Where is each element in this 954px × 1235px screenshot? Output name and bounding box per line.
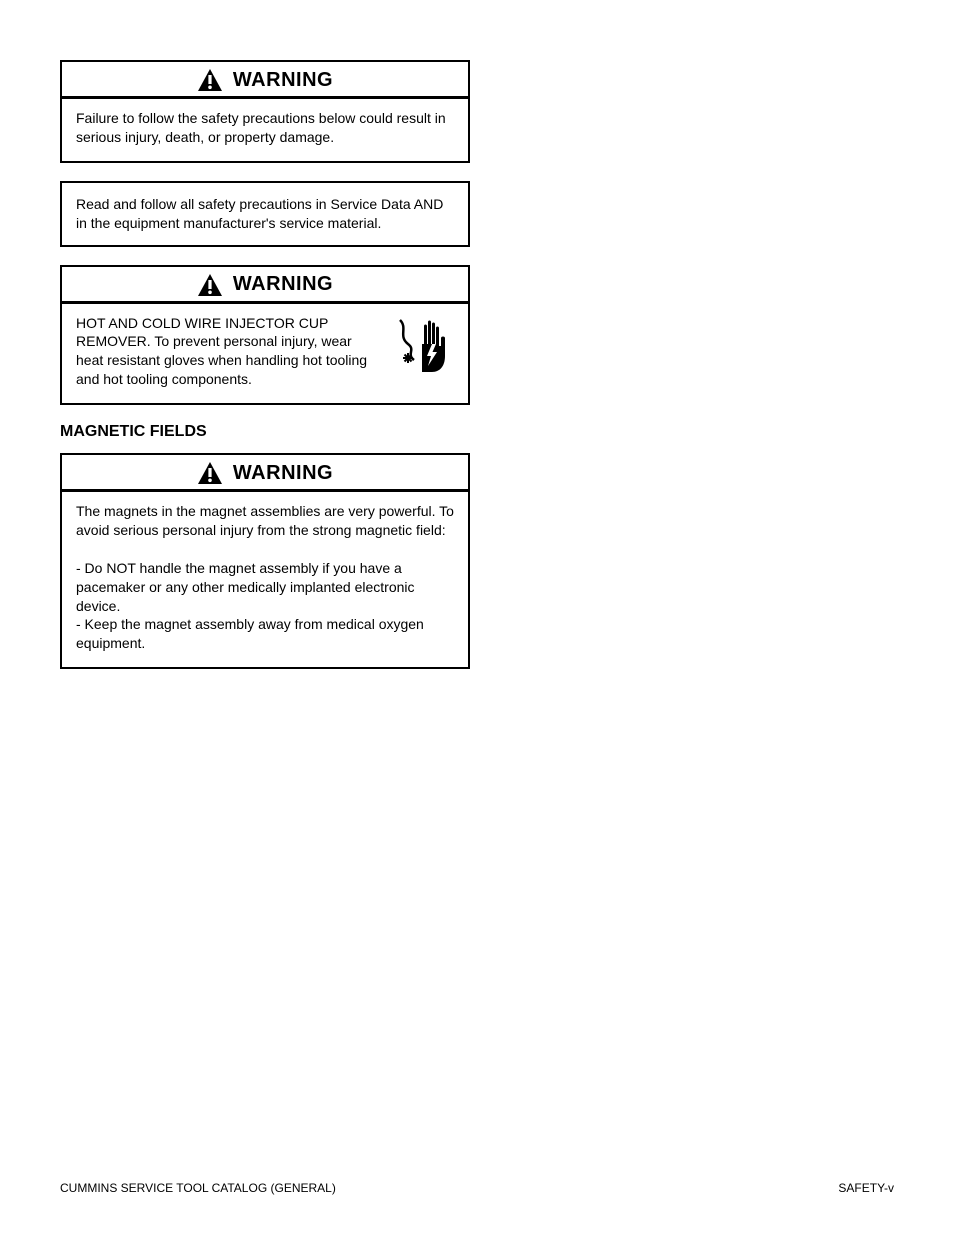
warning-box-3-body: The magnets in the magnet assemblies are… xyxy=(62,492,468,667)
section-title-magnetic-fields: MAGNETIC FIELDS xyxy=(60,423,470,441)
warning-box-3-header: WARNING xyxy=(62,455,468,492)
warning-box-1: WARNING Failure to follow the safety pre… xyxy=(60,60,470,163)
alert-icon xyxy=(197,461,223,485)
warning-text-3: The magnets in the magnet assemblies are… xyxy=(76,502,454,653)
warning-label-2: WARNING xyxy=(233,273,333,296)
hot-wire-hand-icon xyxy=(392,314,454,376)
content-column: WARNING Failure to follow the safety pre… xyxy=(60,60,470,669)
alert-icon xyxy=(197,68,223,92)
notice-text: Read and follow all safety precautions i… xyxy=(76,196,443,231)
page: WARNING Failure to follow the safety pre… xyxy=(0,0,954,1235)
warning-box-1-body: Failure to follow the safety precautions… xyxy=(62,99,468,161)
notice-box: Read and follow all safety precautions i… xyxy=(60,181,470,247)
footer-right: SAFETY-v xyxy=(838,1181,894,1195)
warning-label-3: WARNING xyxy=(233,462,333,485)
warning-text-2: HOT AND COLD WIRE INJECTOR CUP REMOVER. … xyxy=(76,314,382,390)
warning-label-1: WARNING xyxy=(233,69,333,92)
page-footer: CUMMINS SERVICE TOOL CATALOG (GENERAL) S… xyxy=(60,1181,894,1195)
alert-icon xyxy=(197,273,223,297)
warning-box-1-header: WARNING xyxy=(62,62,468,99)
warning-text-1: Failure to follow the safety precautions… xyxy=(76,109,454,147)
footer-left: CUMMINS SERVICE TOOL CATALOG (GENERAL) xyxy=(60,1181,336,1195)
warning-box-2: WARNING HOT AND COLD WIRE INJECTOR CUP R… xyxy=(60,265,470,406)
warning-box-2-header: WARNING xyxy=(62,267,468,304)
warning-box-2-body: HOT AND COLD WIRE INJECTOR CUP REMOVER. … xyxy=(62,304,468,404)
warning-box-3: WARNING The magnets in the magnet assemb… xyxy=(60,453,470,669)
